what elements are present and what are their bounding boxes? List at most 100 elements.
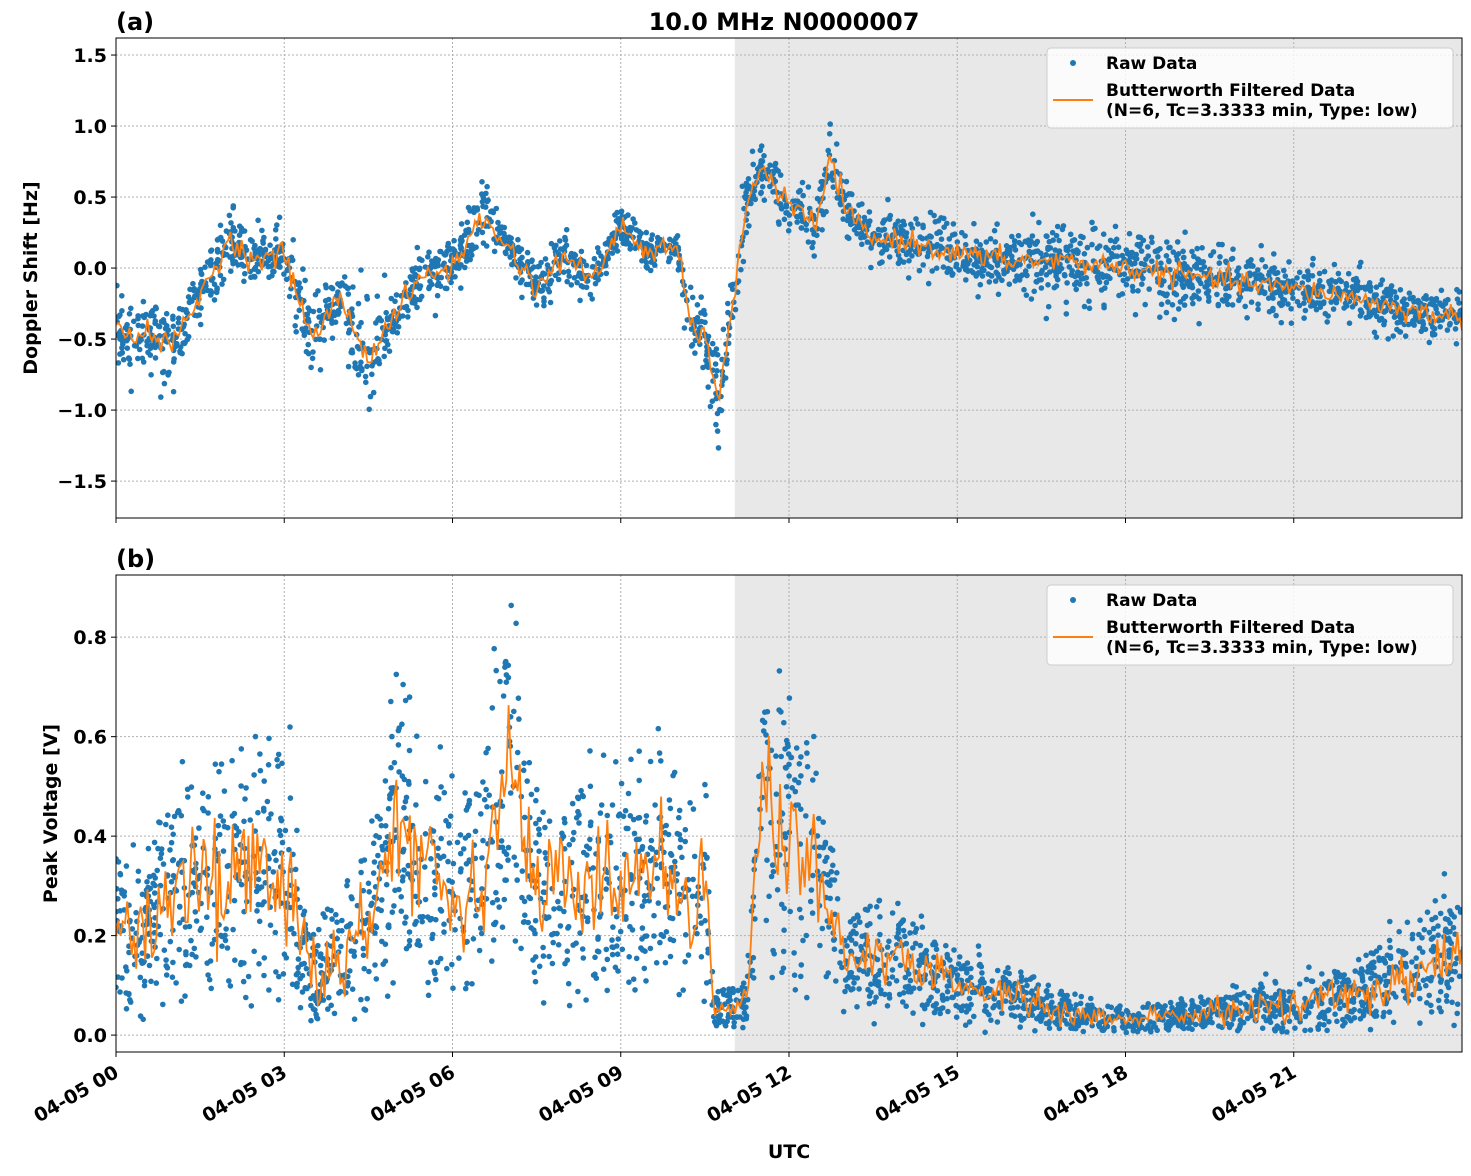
raw-data-point: [636, 748, 642, 754]
raw-data-point: [277, 215, 283, 221]
raw-data-point: [890, 967, 896, 973]
raw-data-point: [691, 806, 697, 812]
raw-data-point: [983, 1003, 989, 1009]
raw-data-point: [781, 949, 787, 955]
raw-data-point: [625, 212, 631, 218]
raw-data-point: [761, 153, 767, 159]
raw-data-point: [260, 238, 266, 244]
raw-data-point: [938, 244, 944, 250]
raw-data-point: [478, 811, 484, 817]
raw-data-point: [422, 864, 428, 870]
raw-data-point: [1012, 278, 1018, 284]
raw-data-point: [592, 256, 598, 262]
raw-data-point: [471, 246, 477, 252]
raw-data-point: [1301, 315, 1307, 321]
raw-data-point: [136, 869, 142, 875]
raw-data-point: [642, 898, 648, 904]
raw-data-point: [168, 939, 174, 945]
raw-data-point: [1045, 993, 1051, 999]
raw-data-point: [352, 1016, 358, 1022]
raw-data-point: [1192, 1004, 1198, 1010]
raw-data-point: [1019, 974, 1025, 980]
raw-data-point: [706, 334, 712, 340]
raw-data-point: [402, 777, 408, 783]
raw-data-point: [202, 264, 208, 270]
raw-data-point: [926, 281, 932, 287]
raw-data-point: [146, 846, 152, 852]
raw-data-point: [948, 269, 954, 275]
raw-data-point: [473, 829, 479, 835]
raw-data-point: [1272, 1028, 1278, 1034]
raw-data-point: [1230, 302, 1236, 308]
raw-data-point: [222, 788, 228, 794]
raw-data-point: [128, 306, 134, 312]
raw-data-point: [799, 225, 805, 231]
raw-data-point: [1229, 1022, 1235, 1028]
raw-data-point: [867, 904, 873, 910]
raw-data-point: [1044, 988, 1050, 994]
raw-data-point: [924, 1002, 930, 1008]
raw-data-point: [968, 975, 974, 981]
raw-data-point: [220, 238, 226, 244]
raw-data-point: [1310, 256, 1316, 262]
raw-data-point: [131, 842, 137, 848]
raw-data-point: [576, 812, 582, 818]
raw-data-point: [1297, 270, 1303, 276]
raw-data-point: [228, 983, 234, 989]
raw-data-point: [644, 230, 650, 236]
raw-data-point: [1451, 914, 1457, 920]
raw-data-point: [414, 733, 420, 739]
raw-data-point: [632, 987, 638, 993]
raw-data-point: [570, 837, 576, 843]
raw-data-point: [605, 813, 611, 819]
raw-data-point: [158, 394, 164, 400]
raw-data-point: [281, 271, 287, 277]
raw-data-point: [531, 264, 537, 270]
raw-data-point: [569, 251, 575, 257]
raw-data-point: [492, 922, 498, 928]
raw-data-point: [858, 944, 864, 950]
raw-data-point: [1007, 281, 1013, 287]
raw-data-point: [1286, 259, 1292, 265]
raw-data-point: [1324, 1028, 1330, 1034]
raw-data-point: [564, 242, 570, 248]
raw-data-point: [1433, 915, 1439, 921]
raw-data-point: [690, 295, 696, 301]
raw-data-point: [590, 865, 596, 871]
raw-data-point: [1383, 983, 1389, 989]
raw-data-point: [1013, 247, 1019, 253]
raw-data-point: [114, 283, 120, 289]
raw-data-point: [1056, 238, 1062, 244]
raw-data-point: [1189, 282, 1195, 288]
raw-data-point: [971, 262, 977, 268]
raw-data-point: [148, 372, 154, 378]
raw-data-point: [495, 220, 501, 226]
raw-data-point: [1377, 958, 1383, 964]
raw-data-point: [1245, 1016, 1251, 1022]
raw-data-point: [1183, 294, 1189, 300]
raw-data-point: [549, 932, 555, 938]
raw-data-point: [402, 920, 408, 926]
raw-data-point: [1444, 993, 1450, 999]
raw-data-point: [358, 870, 364, 876]
raw-data-point: [300, 266, 306, 272]
raw-data-point: [525, 250, 531, 256]
raw-data-point: [356, 324, 362, 330]
raw-data-point: [221, 818, 227, 824]
raw-data-point: [1397, 329, 1403, 335]
raw-data-point: [182, 340, 188, 346]
raw-data-point: [852, 923, 858, 929]
raw-data-point: [465, 220, 471, 226]
raw-data-point: [293, 867, 299, 873]
raw-data-point: [846, 975, 852, 981]
raw-data-point: [601, 752, 607, 758]
raw-data-point: [902, 934, 908, 940]
raw-data-point: [1095, 274, 1101, 280]
raw-data-point: [804, 933, 810, 939]
raw-data-point: [1044, 1021, 1050, 1027]
raw-data-point: [366, 969, 372, 975]
raw-data-point: [796, 189, 802, 195]
raw-data-point: [1157, 1004, 1163, 1010]
raw-data-point: [387, 796, 393, 802]
raw-data-point: [770, 948, 776, 954]
